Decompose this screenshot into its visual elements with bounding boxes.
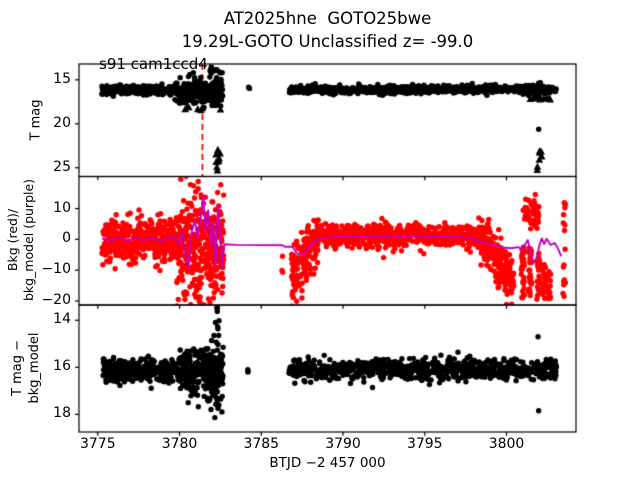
sector-camera-annotation: s91 cam1ccd4	[99, 55, 208, 73]
x-tick-label: 3800	[488, 436, 525, 452]
x-tick-label: 3775	[79, 436, 116, 452]
y-tick-label: 16	[53, 358, 71, 375]
panel-bkg	[79, 176, 576, 305]
panel-tmag	[79, 64, 576, 176]
y-tick-label: 15	[53, 70, 71, 87]
x-tick-label: 3795	[406, 436, 443, 452]
y-tick-label: −10	[41, 261, 71, 278]
y-tick-label: −20	[41, 291, 71, 308]
y-tick-label: 25	[53, 158, 71, 175]
chart-subtitle: 19.29L-GOTO Unclassified z= -99.0	[181, 32, 474, 51]
panel-residual	[79, 305, 576, 432]
y-tick-label: 14	[53, 311, 71, 328]
x-tick-label: 3780	[161, 436, 198, 452]
x-tick-label: 3790	[325, 436, 361, 452]
y-tick-label: 20	[53, 114, 71, 131]
chart-title: AT2025hne GOTO25bwe	[223, 9, 432, 28]
y-tick-label: 10	[53, 199, 71, 216]
x-tick-label: 3785	[243, 436, 280, 452]
x-axis-label: BTJD −2 457 000	[269, 455, 386, 471]
y-tick-label: 0	[62, 230, 71, 247]
y-tick-label: 18	[53, 405, 71, 422]
